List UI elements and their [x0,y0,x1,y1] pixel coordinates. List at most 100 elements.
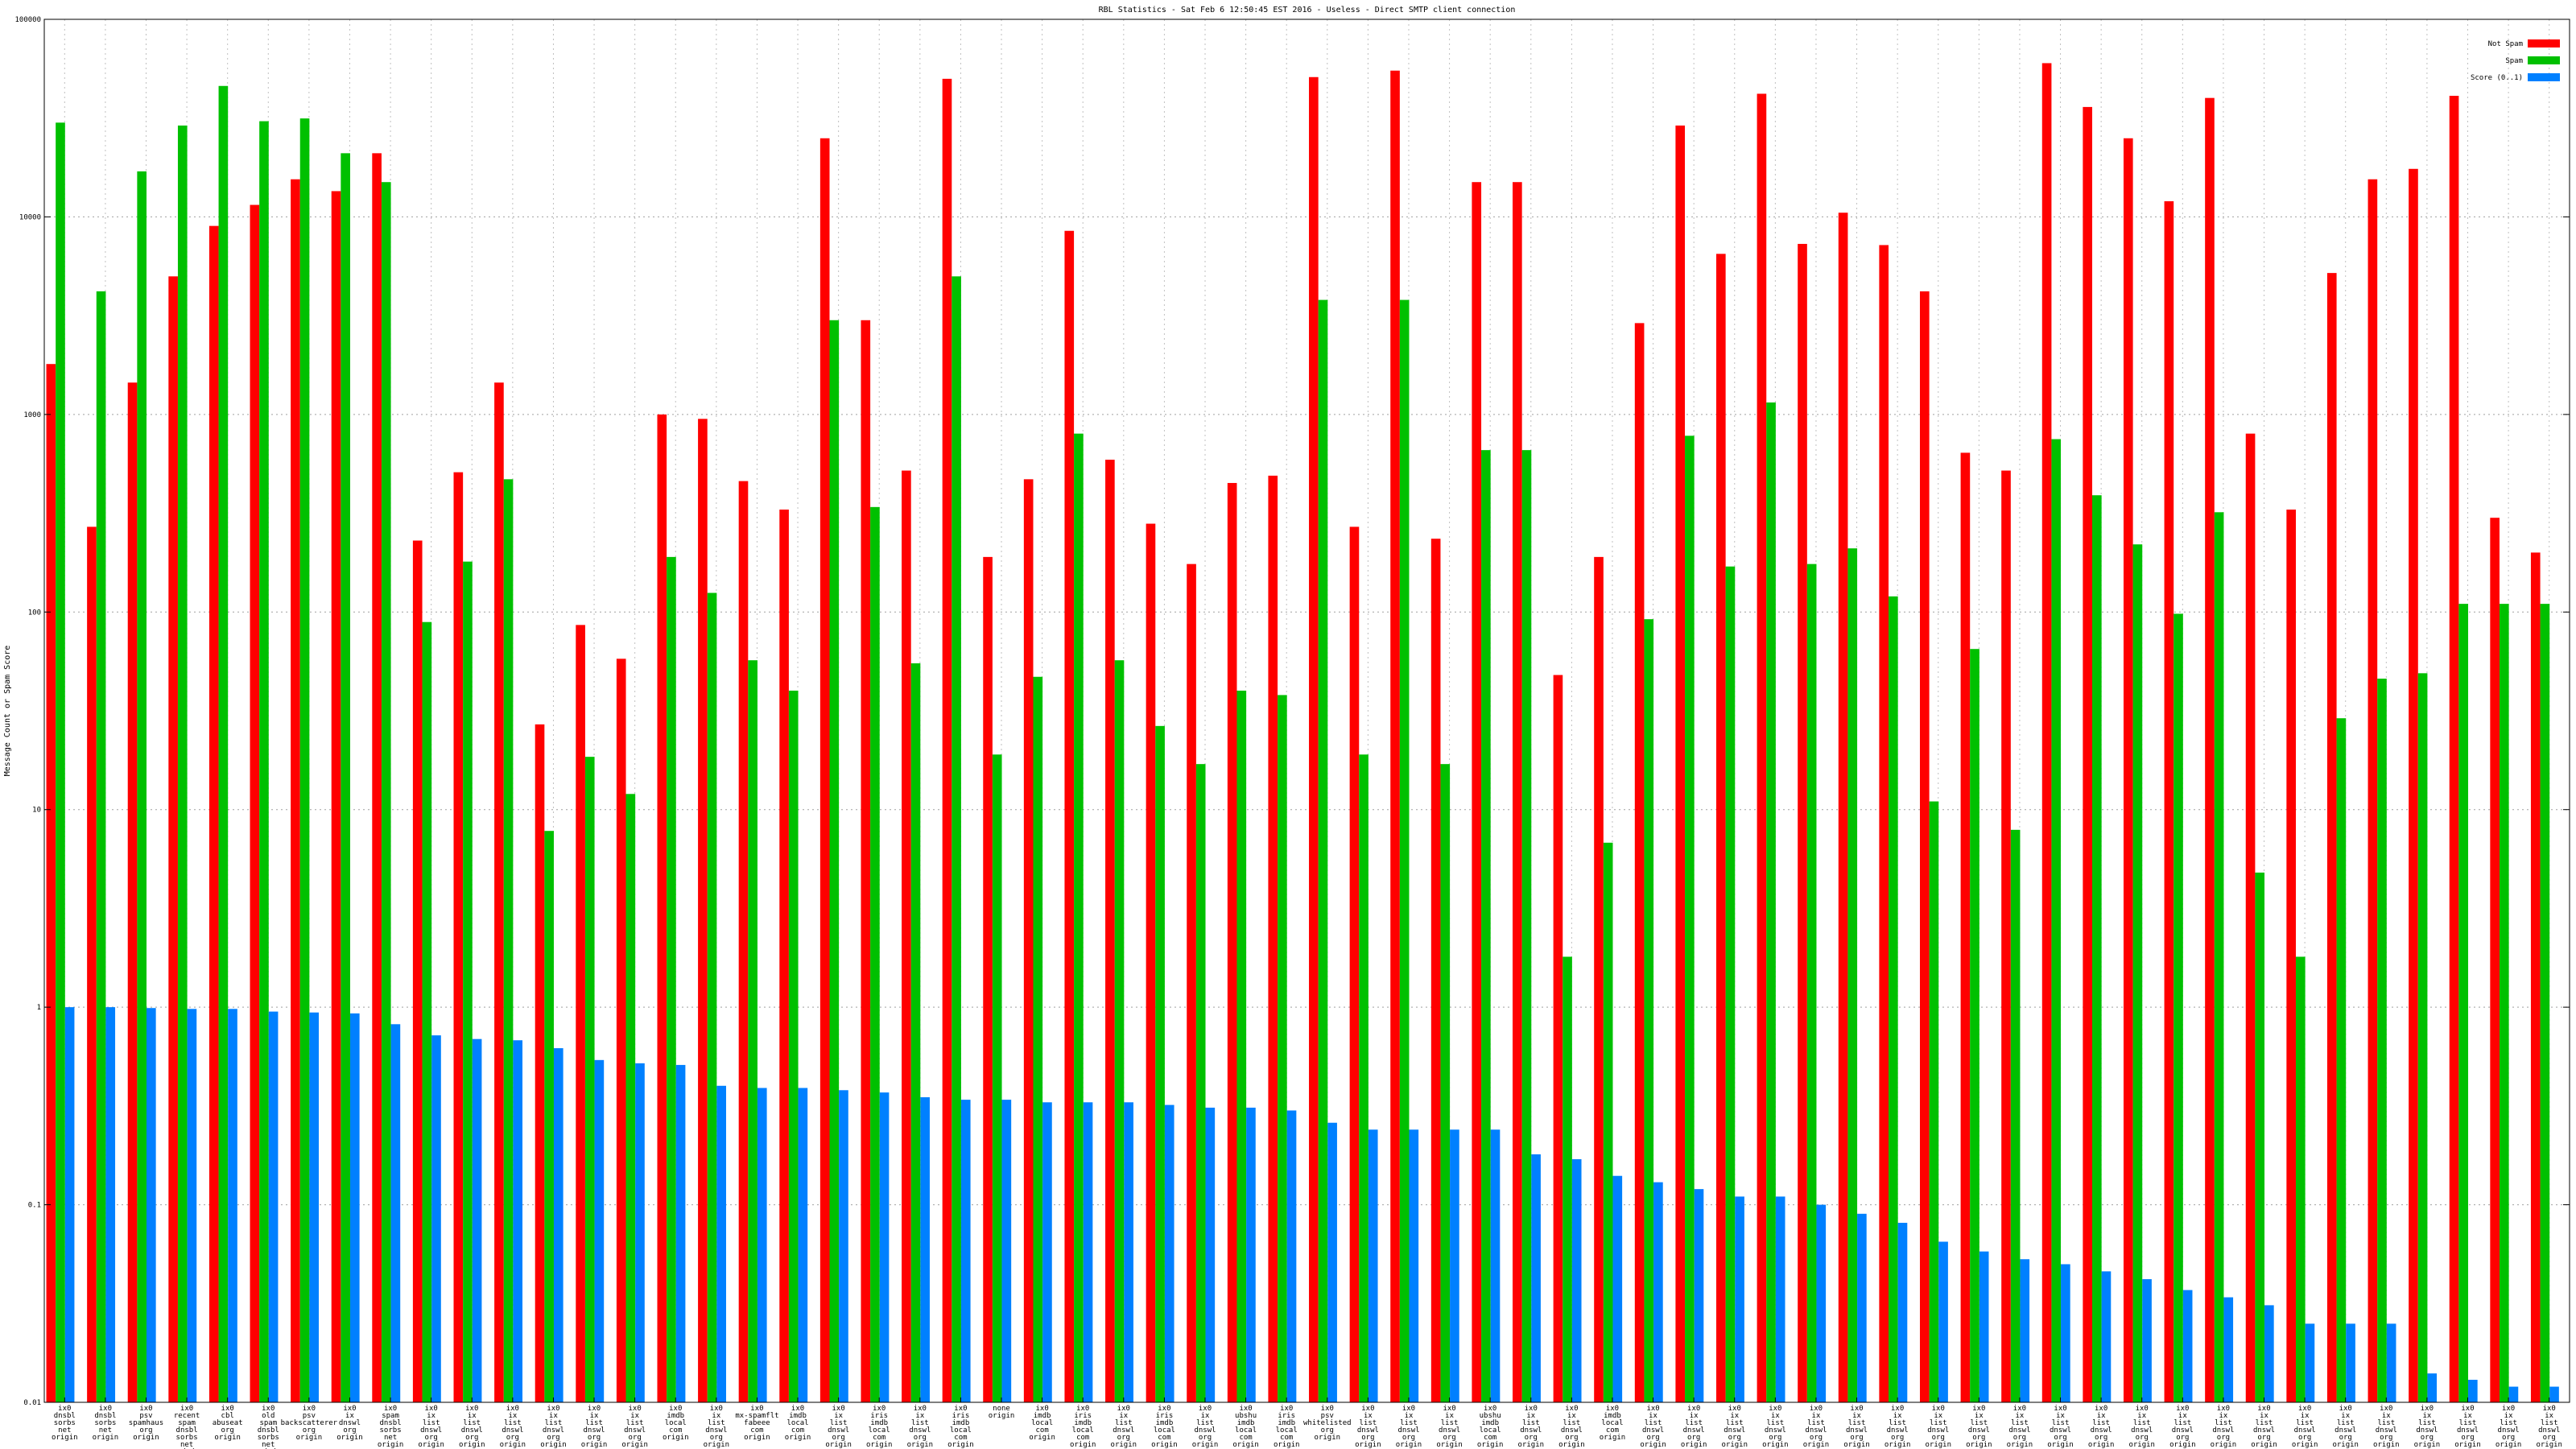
bar-notspam [2164,200,2174,1402]
y-tick-label: 100000 [14,16,41,24]
bar-spam [137,171,147,1402]
bar-notspam [2245,433,2256,1402]
y-axis-title: Message Count or Spam Score [3,646,12,777]
bar-spam [2540,604,2550,1402]
x-tick-label: ix0 iris imdb local com origin [866,1405,893,1449]
x-tick-label: ix0 ix list dnswl org origin [2128,1405,2155,1449]
x-tick-label: ix0 imdb local com origin [1600,1405,1626,1442]
bar-spam [96,291,106,1403]
bar-score [309,1012,320,1402]
bar-score [2142,1279,2152,1402]
bar-score [1450,1129,1459,1402]
x-tick-label: none origin [989,1405,1015,1420]
bar-spam [1033,676,1043,1402]
bar-notspam [2530,552,2541,1403]
bar-score [594,1059,605,1402]
bar-notspam [535,724,545,1402]
x-tick-label: ix0 psv spamhaus org origin [129,1405,163,1442]
bar-score [1735,1196,1744,1402]
bar-score [1042,1102,1052,1402]
bar-score [2305,1323,2315,1402]
bar-spam [667,556,676,1403]
x-tick-label: ix0 ix list dnswl org origin [1966,1405,1992,1449]
bar-spam [1236,690,1247,1402]
x-tick-label: ix0 ix list dnswl org origin [1762,1405,1789,1449]
bar-notspam [1430,539,1441,1402]
bar-spam [992,754,1002,1402]
bar-score [2182,1290,2193,1402]
x-tick-label: ix0 ix list dnswl org origin [621,1405,648,1449]
bar-spam [1725,566,1736,1402]
x-tick-label: ix0 iris imdb local com origin [947,1405,974,1449]
bar-notspam [779,510,789,1402]
bar-score [64,1007,75,1402]
x-tick-label: ix0 spam dnsbl sorbs net origin [378,1405,404,1449]
bar-score [1409,1129,1419,1402]
y-tick-label: 10000 [19,213,41,221]
bar-score [675,1064,686,1402]
bar-notspam [819,138,830,1403]
bar-spam [2295,956,2306,1402]
bar-spam [422,621,432,1402]
bar-spam [2377,679,2387,1402]
x-tick-label: ix0 ubshu imdb local com origin [1232,1405,1259,1449]
x-tick-label: ix0 cbl abuseat org origin [213,1405,243,1442]
x-tick-label: ix0 ix list dnswl org origin [1925,1405,1951,1449]
bar-spam [829,320,840,1403]
bar-spam [1806,564,1817,1402]
x-tick-label: ix0 ubshu imdb local com origin [1477,1405,1504,1449]
bar-notspam [1798,243,1807,1403]
bar-notspam [1757,93,1767,1403]
bar-notspam [372,153,382,1402]
x-tick-label: ix0 ix list dnswl org origin [1436,1405,1463,1449]
bar-notspam [1960,452,1971,1403]
bar-spam [952,276,961,1402]
x-tick-label: ix0 ix list dnswl org origin [2536,1405,2562,1449]
bar-notspam [1349,526,1360,1402]
x-tick-label: ix0 ix list dnswl org origin [1192,1405,1219,1449]
bar-notspam [494,382,504,1403]
bar-spam [2174,613,2183,1402]
bar-score [1531,1154,1541,1402]
bar-spam [1521,450,1532,1402]
bar-score [839,1090,848,1402]
bars-layer [46,63,2559,1403]
bar-score [798,1088,808,1402]
x-tick-label: ix0 ix list dnswl org origin [1843,1405,1870,1449]
bar-score [513,1040,523,1402]
bar-notspam [698,419,708,1402]
x-tick-label: ix0 imdb local com origin [785,1405,811,1442]
x-tick-label: ix0 ix list dnswl org origin [2211,1405,2237,1449]
bar-score [2468,1380,2478,1402]
x-tick-label: ix0 ix list dnswl org origin [907,1405,934,1449]
bar-score [390,1024,401,1402]
bar-spam [584,757,595,1402]
bar-spam [1155,725,1165,1402]
bar-score [349,1013,360,1402]
x-tick-label: ix0 ix list dnswl org origin [2332,1405,2359,1449]
bar-score [2346,1323,2355,1402]
x-tick-label: ix0 ix list dnswl org origin [418,1405,444,1449]
x-tick-label: ix0 ix list dnswl org origin [2292,1405,2318,1449]
x-tick-label: ix0 mx-spamflt fabeee com origin [735,1405,778,1442]
bar-notspam [2368,179,2378,1403]
bar-score [1938,1241,1948,1402]
bar-notspam [46,364,56,1403]
x-tick-label: ix0 ix list dnswl org origin [1681,1405,1707,1449]
x-tick-label: ix0 ix list dnswl org origin [1355,1405,1381,1449]
bar-notspam [942,78,952,1403]
bar-score [431,1035,441,1402]
y-tick-label: 10 [32,807,41,815]
bar-score [2386,1323,2396,1402]
bar-spam [2336,718,2347,1402]
y-tick-label: 1000 [23,411,41,419]
x-tick-label: ix0 ix list dnswl org origin [1396,1405,1422,1449]
bar-score [228,1009,237,1402]
bar-spam [707,592,717,1402]
bar-notspam [1838,213,1848,1402]
x-tick-label: ix0 psv backscatterer org origin [281,1405,338,1442]
bar-notspam [2123,138,2133,1403]
bar-notspam [1023,479,1034,1402]
y-tick-label: 1 [37,1004,41,1012]
x-tick-label: ix0 ix list dnswl org origin [2007,1405,2033,1449]
